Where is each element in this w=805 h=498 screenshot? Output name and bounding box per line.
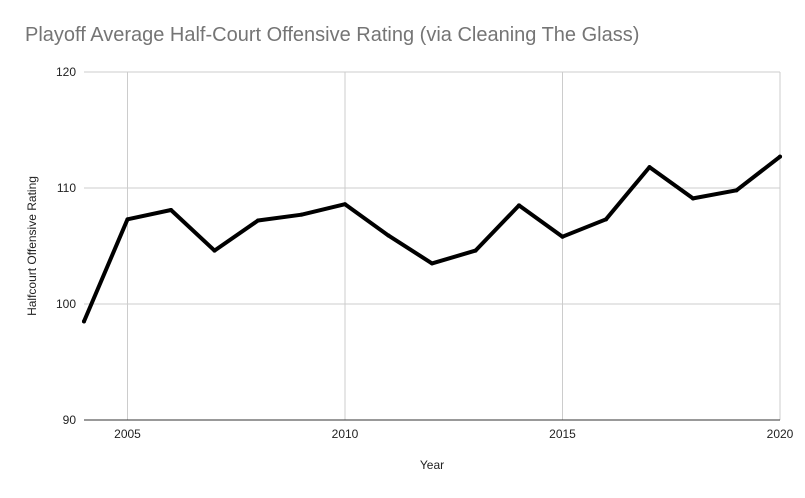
series-layer xyxy=(82,154,782,324)
chart-title: Playoff Average Half-Court Offensive Rat… xyxy=(25,24,640,46)
data-point xyxy=(343,202,347,207)
data-point xyxy=(691,196,695,201)
data-point xyxy=(212,248,217,253)
data-point xyxy=(734,188,739,193)
tick-labels: 90 100 110 120 2005 2010 2015 2020 xyxy=(56,65,794,441)
data-point xyxy=(517,203,521,208)
data-point xyxy=(386,233,391,238)
data-point xyxy=(778,154,782,159)
data-point xyxy=(604,217,608,222)
y-axis-title: Halfcourt Offensive Rating xyxy=(25,176,39,316)
x-tick-label: 2010 xyxy=(332,427,359,441)
series-line xyxy=(82,154,782,324)
y-tick-label: 120 xyxy=(56,65,76,79)
data-point xyxy=(169,208,173,213)
y-tick-label: 110 xyxy=(57,181,76,195)
x-tick-label: 2005 xyxy=(114,427,141,441)
data-point xyxy=(82,319,86,324)
data-point xyxy=(299,212,304,217)
data-point xyxy=(125,217,130,222)
data-point xyxy=(430,261,434,266)
data-point xyxy=(647,165,652,170)
y-tick-label: 100 xyxy=(56,297,76,311)
x-axis-title: Year xyxy=(420,458,444,472)
x-tick-label: 2015 xyxy=(549,427,576,441)
data-point xyxy=(560,234,565,239)
grid-lines xyxy=(84,71,781,420)
data-point xyxy=(473,248,478,253)
x-tick-label: 2020 xyxy=(767,427,794,441)
y-tick-label: 90 xyxy=(63,413,77,427)
data-point xyxy=(256,218,260,223)
